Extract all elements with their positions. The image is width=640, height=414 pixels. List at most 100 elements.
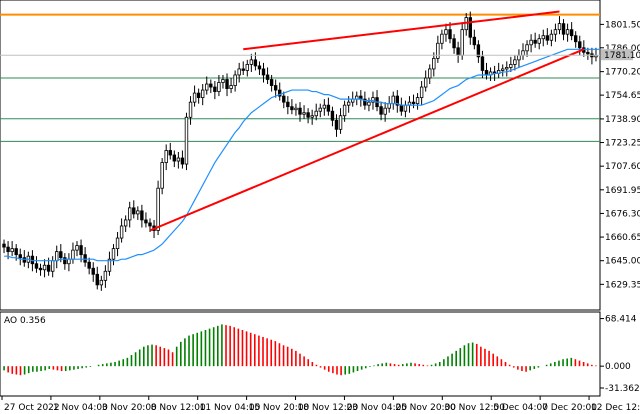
candle-body bbox=[172, 154, 177, 162]
candle-body bbox=[217, 82, 221, 92]
candle-body bbox=[241, 68, 245, 71]
candle-body bbox=[521, 50, 525, 56]
indicator-panel-border bbox=[0, 311, 601, 397]
candle-body bbox=[184, 116, 189, 165]
candle-body bbox=[419, 86, 424, 99]
time-tick-label: 30 Nov 12:00 bbox=[444, 403, 505, 413]
candle-body bbox=[249, 59, 254, 65]
candle-body bbox=[346, 101, 351, 106]
candle-body bbox=[164, 150, 168, 163]
trend-lines[interactable] bbox=[149, 10, 585, 232]
candle-body bbox=[188, 101, 193, 118]
candle-body bbox=[533, 39, 537, 44]
candle-body bbox=[46, 264, 51, 272]
time-tick-label: 7 Dec 20:00 bbox=[542, 403, 597, 413]
time-tick-label: 18 Nov 12:00 bbox=[298, 403, 359, 413]
candle-body bbox=[553, 29, 558, 35]
time-tick-label: 1 Nov 04:00 bbox=[53, 403, 108, 413]
time-tick-label: 15 Nov 20:00 bbox=[249, 403, 310, 413]
price-panel[interactable] bbox=[0, 0, 601, 311]
candle-body bbox=[371, 97, 375, 103]
candle-body bbox=[148, 222, 152, 227]
candle-body bbox=[2, 243, 6, 248]
candle-body bbox=[399, 104, 404, 112]
candle-body bbox=[472, 36, 477, 46]
candle-body bbox=[501, 68, 505, 71]
candle-body bbox=[107, 258, 112, 272]
candle-body bbox=[59, 251, 63, 259]
candle-body bbox=[160, 162, 164, 189]
price-panel-border bbox=[0, 0, 601, 311]
candle-body bbox=[314, 110, 318, 117]
candle-body bbox=[468, 17, 472, 38]
price-tick-label: 1723.25 bbox=[605, 139, 640, 149]
candle-body bbox=[541, 35, 545, 40]
candle-body bbox=[561, 23, 566, 35]
candle-body bbox=[79, 245, 83, 256]
candle-body bbox=[192, 92, 197, 103]
candle-body bbox=[265, 74, 270, 80]
price-tick-label: 1629.35 bbox=[605, 280, 640, 290]
indicator-tick-label: 68.414 bbox=[605, 315, 637, 325]
candle-body bbox=[55, 251, 59, 262]
time-tick-label: 12 Dec 12:00 bbox=[591, 403, 640, 413]
candle-body bbox=[517, 54, 521, 61]
candle-body bbox=[379, 106, 383, 115]
candle-body bbox=[322, 104, 327, 109]
candle-body bbox=[338, 115, 343, 130]
candle-body bbox=[14, 248, 18, 256]
candle-body bbox=[574, 35, 578, 43]
candle-body bbox=[128, 207, 132, 221]
candle-body bbox=[140, 210, 144, 221]
indicator-panel[interactable]: AO 0.356 bbox=[0, 311, 601, 397]
candle-body bbox=[395, 95, 400, 106]
candle-body bbox=[38, 267, 43, 271]
indicator-label: AO 0.356 bbox=[4, 316, 46, 326]
candle-body bbox=[367, 101, 371, 106]
candle-body bbox=[115, 237, 120, 250]
candle-body bbox=[71, 249, 75, 260]
current-price-label: 1781.10 bbox=[604, 51, 640, 61]
candle-body bbox=[505, 67, 509, 70]
candle-body bbox=[95, 273, 99, 286]
price-tick-label: 1660.65 bbox=[605, 233, 640, 243]
candle-body bbox=[428, 68, 432, 79]
candle-body bbox=[363, 98, 367, 106]
candle-body bbox=[278, 89, 282, 97]
candle-body bbox=[529, 39, 533, 46]
price-tick-label: 1770.20 bbox=[605, 68, 640, 78]
candle-body bbox=[460, 29, 464, 56]
candle-body bbox=[578, 41, 582, 49]
time-tick-label: 23 Nov 04:00 bbox=[346, 403, 407, 413]
candle-body bbox=[306, 112, 310, 118]
candle-body bbox=[440, 33, 444, 44]
candle-body bbox=[294, 107, 298, 111]
candle-body bbox=[245, 64, 249, 71]
candle-body bbox=[269, 79, 274, 86]
candle-body bbox=[513, 59, 517, 65]
candle-body bbox=[6, 246, 10, 253]
candle-body bbox=[286, 101, 290, 108]
price-tick-label: 1691.95 bbox=[605, 186, 640, 196]
moving-average-line bbox=[4, 48, 601, 262]
candle-body bbox=[63, 257, 67, 265]
candle-body bbox=[221, 79, 225, 83]
candle-body bbox=[22, 257, 26, 263]
candle-body bbox=[50, 260, 55, 272]
candle-body bbox=[383, 107, 387, 115]
indicator-tick-label: -31.362 bbox=[605, 384, 640, 394]
candle-body bbox=[509, 64, 513, 68]
candle-body bbox=[557, 23, 562, 31]
candle-body bbox=[448, 29, 452, 40]
price-tick-label: 1754.65 bbox=[605, 91, 640, 101]
candle-body bbox=[229, 85, 233, 89]
candle-body bbox=[156, 187, 160, 231]
candle-body bbox=[411, 101, 416, 105]
candle-body bbox=[456, 47, 460, 56]
trend-line bbox=[149, 48, 585, 232]
candle-body bbox=[91, 267, 95, 275]
candle-body bbox=[342, 104, 347, 117]
candle-body bbox=[452, 38, 456, 49]
candle-body bbox=[330, 110, 335, 121]
